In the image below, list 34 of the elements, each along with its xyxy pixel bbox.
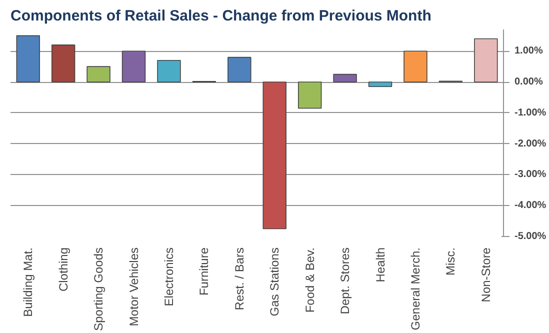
bar (262, 82, 286, 230)
bar (122, 50, 146, 82)
x-tick-label: Food & Bev. (302, 247, 317, 313)
x-tick-label: Building Mat. (21, 247, 36, 317)
x-tick-label: Non-Store (478, 247, 493, 302)
bar (333, 74, 357, 82)
y-tick-label: -4.00% (514, 200, 546, 212)
bar (157, 60, 181, 82)
y-tick-label: -1.00% (514, 107, 546, 118)
x-tick-label: Furniture (197, 247, 212, 296)
x-tick-label: Sporting Goods (92, 247, 106, 331)
bar (86, 66, 110, 82)
x-tick-label: Electronics (162, 248, 176, 306)
x-tick-label: Rest. / Bars (232, 247, 246, 310)
bar (368, 82, 392, 88)
y-tick-label: 0.00% (514, 76, 543, 88)
bar (404, 50, 428, 82)
y-tick-label: -3.00% (514, 169, 546, 180)
bar (51, 44, 76, 82)
bar (298, 82, 322, 109)
y-tick-label: -5.00% (514, 231, 546, 242)
x-tick-label: Dept. Stores (338, 247, 352, 314)
x-tick-label: Motor Vehicles (126, 248, 141, 326)
y-tick-label: -2.00% (514, 138, 546, 150)
x-tick-label: Gas Stations (268, 248, 282, 316)
x-tick-label: Misc. (444, 247, 458, 276)
chart-title: Components of Retail Sales - Change from Previous Month (10, 8, 432, 24)
bar (228, 56, 252, 82)
x-tick-label: Health (373, 248, 388, 282)
x-tick-label: Clothing (56, 247, 70, 292)
bar (16, 35, 40, 82)
bar (474, 38, 498, 82)
y-tick-label: 1.00% (514, 46, 543, 57)
x-tick-label: General Merch. (408, 247, 422, 330)
